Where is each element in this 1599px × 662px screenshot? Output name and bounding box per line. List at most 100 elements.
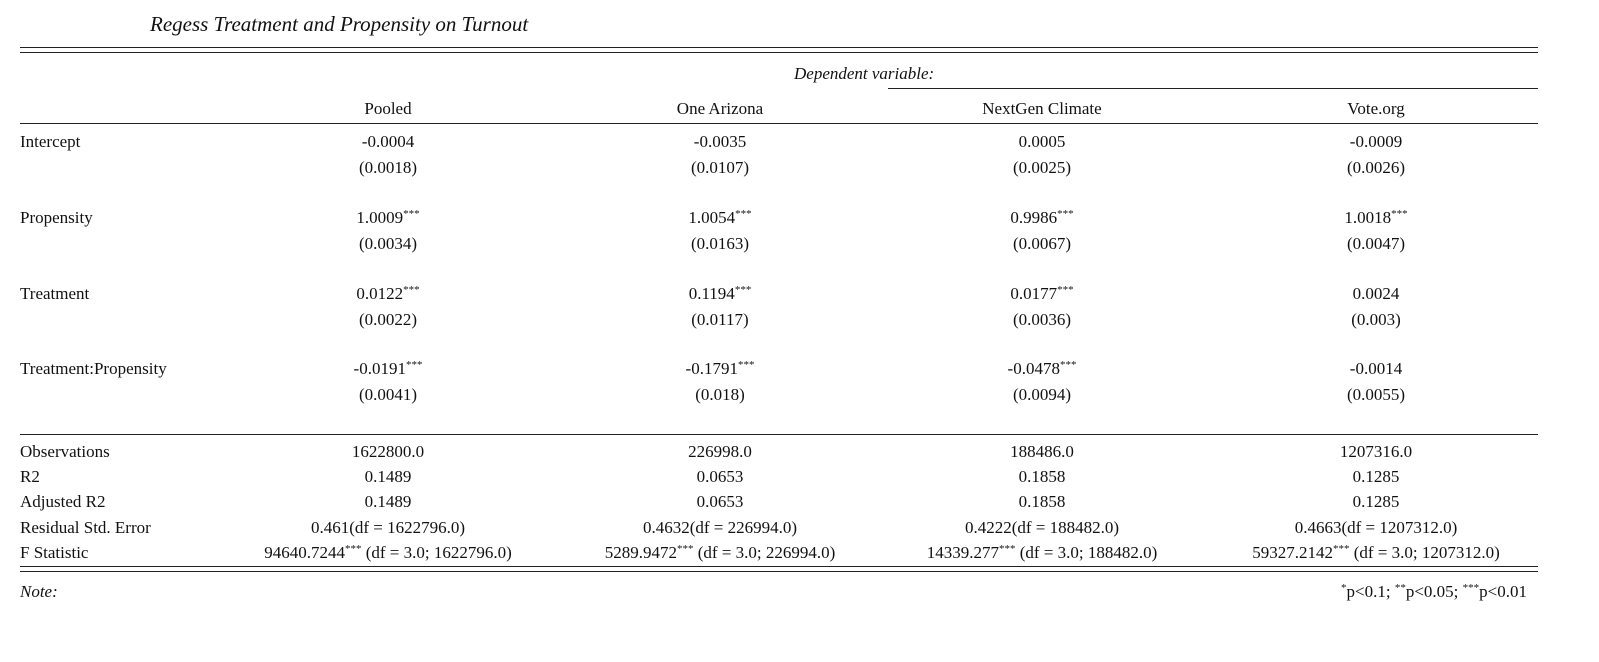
- std-error-cell: (0.0041): [358, 385, 418, 404]
- std-error-cell: (0.0025): [1012, 158, 1072, 177]
- estimate-value: -0.0014: [1349, 359, 1403, 378]
- estimate-cell: -0.0191***: [228, 357, 548, 381]
- estimate-cell: -0.0009: [1206, 130, 1546, 154]
- row-label: Treatment: [20, 284, 90, 303]
- header-rule: [20, 123, 1538, 124]
- note-label: Note:: [20, 582, 58, 601]
- statistic-cell: 0.0653: [560, 490, 880, 514]
- std-error-cell: (0.0047): [1346, 234, 1406, 253]
- statistic-cell: 188486.0: [882, 440, 1202, 464]
- std-error-cell: (0.0018): [358, 158, 418, 177]
- statistic-label: F Statistic: [20, 543, 89, 562]
- statistic-value: 0.0653: [696, 467, 744, 486]
- statistic-cell: 1622800.0: [228, 440, 548, 464]
- statistic-cell: 0.4632(df = 226994.0): [560, 516, 880, 540]
- bottom-rule-2: [20, 571, 1538, 572]
- significance-stars: ***: [998, 543, 1016, 555]
- coefficient-row: Propensity 1.0009*** 1.0054*** 0.9986*** 1.0…: [0, 206, 1599, 230]
- estimate-value: -0.0478: [1007, 359, 1060, 378]
- statistic-cell: 226998.0: [560, 440, 880, 464]
- row-label: Propensity: [20, 208, 93, 227]
- statistic-cell: 0.1489: [228, 465, 548, 489]
- std-error-cell: (0.0094): [1012, 385, 1072, 404]
- top-rule-1: [20, 47, 1538, 48]
- statistic-value: 0.4222(df = 188482.0): [964, 518, 1120, 537]
- statistic-value: 0.0653: [696, 492, 744, 511]
- statistic-value: 0.1285: [1352, 492, 1400, 511]
- estimate-value: 1.0009: [356, 208, 404, 227]
- column-header-pooled: Pooled: [364, 99, 412, 118]
- estimate-value: -0.0004: [361, 132, 415, 151]
- note-text-3: p<0.01: [1479, 582, 1527, 601]
- statistic-value: 1622800.0: [351, 442, 425, 461]
- estimate-value: 0.0122: [356, 284, 404, 303]
- statistic-cell: 14339.277*** (df = 3.0; 188482.0): [882, 541, 1202, 565]
- std-error-row: (0.0018) (0.0107) (0.0025) (0.0026): [0, 156, 1599, 180]
- table-title: Regess Treatment and Propensity on Turno…: [150, 12, 529, 36]
- estimate-cell: 0.9986***: [882, 206, 1202, 230]
- estimate-cell: 1.0009***: [228, 206, 548, 230]
- significance-stars: ***: [403, 284, 420, 296]
- statistic-value: 0.1858: [1018, 467, 1066, 486]
- statistic-value: 5289.9472: [604, 543, 677, 562]
- std-error-cell: (0.0022): [358, 310, 418, 329]
- std-error-cell: (0.0163): [690, 234, 750, 253]
- significance-stars: ***: [1057, 284, 1074, 296]
- estimate-value: 1.0054: [688, 208, 736, 227]
- significance-stars: ***: [1332, 543, 1350, 555]
- statistic-value: 1207316.0: [1339, 442, 1413, 461]
- estimate-cell: -0.1791***: [560, 357, 880, 381]
- estimate-cell: -0.0004: [228, 130, 548, 154]
- std-error-row: (0.0022) (0.0117) (0.0036) (0.003): [0, 308, 1599, 332]
- stats-rule: [20, 434, 1538, 435]
- significance-stars: ***: [737, 359, 755, 371]
- significance-stars: ***: [403, 208, 420, 220]
- significance-stars: ***: [734, 284, 752, 296]
- statistic-value: 188486.0: [1010, 442, 1074, 461]
- estimate-value: 0.1194: [688, 284, 735, 303]
- statistic-row: Observations 1622800.0 226998.0 188486.0 120…: [0, 440, 1599, 464]
- column-header-one-arizona: One Arizona: [676, 99, 764, 118]
- estimate-value: -0.0191: [353, 359, 406, 378]
- coefficient-row: Treatment 0.0122*** 0.1194*** 0.0177*** 0.00…: [0, 282, 1599, 306]
- significance-note: *p<0.1; **p<0.05; ***p<0.01: [1341, 582, 1527, 602]
- estimate-cell: 0.0005: [882, 130, 1202, 154]
- estimate-cell: -0.0014: [1206, 357, 1546, 381]
- estimate-value: 0.0024: [1352, 284, 1400, 303]
- statistic-cell: 5289.9472*** (df = 3.0; 226994.0): [560, 541, 880, 565]
- estimate-cell: 0.0177***: [882, 282, 1202, 306]
- statistic-suffix: (df = 3.0; 226994.0): [693, 543, 836, 562]
- statistic-cell: 0.461(df = 1622796.0): [228, 516, 548, 540]
- statistic-cell: 59327.2142*** (df = 3.0; 1207312.0): [1206, 541, 1546, 565]
- statistic-value: 0.1489: [364, 467, 412, 486]
- note-text-2: p<0.05;: [1405, 582, 1463, 601]
- statistic-value: 0.1489: [364, 492, 412, 511]
- std-error-cell: (0.0055): [1346, 385, 1406, 404]
- estimate-cell: 1.0054***: [560, 206, 880, 230]
- row-label: Intercept: [20, 132, 81, 151]
- estimate-value: 0.9986: [1010, 208, 1058, 227]
- estimate-cell: 0.0122***: [228, 282, 548, 306]
- statistic-suffix: (df = 3.0; 1207312.0): [1349, 543, 1500, 562]
- std-error-cell: (0.018): [695, 385, 745, 404]
- significance-stars: ***: [1057, 208, 1074, 220]
- dependent-variable-label: Dependent variable:: [794, 64, 935, 83]
- estimate-cell: 1.0018***: [1206, 206, 1546, 230]
- estimate-value: -0.1791: [685, 359, 738, 378]
- std-error-cell: (0.0067): [1012, 234, 1072, 253]
- estimate-cell: 0.1194***: [560, 282, 880, 306]
- dependent-variable-rule: [888, 88, 1538, 89]
- std-error-row: (0.0041) (0.018) (0.0094) (0.0055): [0, 383, 1599, 407]
- row-label: Treatment:Propensity: [20, 359, 167, 378]
- estimate-cell: -0.0478***: [882, 357, 1202, 381]
- statistic-label: Observations: [20, 442, 110, 461]
- coefficient-row: Intercept -0.0004 -0.0035 0.0005 -0.0009: [0, 130, 1599, 154]
- statistic-value: 0.4663(df = 1207312.0): [1294, 518, 1458, 537]
- statistic-cell: 0.4222(df = 188482.0): [882, 516, 1202, 540]
- column-header-row: Pooled One Arizona NextGen Climate Vote.…: [0, 97, 1599, 121]
- statistic-value: 226998.0: [688, 442, 752, 461]
- top-rule-2: [20, 52, 1538, 53]
- statistic-value: 0.461(df = 1622796.0): [310, 518, 466, 537]
- std-error-cell: (0.0117): [691, 310, 749, 329]
- significance-stars: ***: [405, 359, 423, 371]
